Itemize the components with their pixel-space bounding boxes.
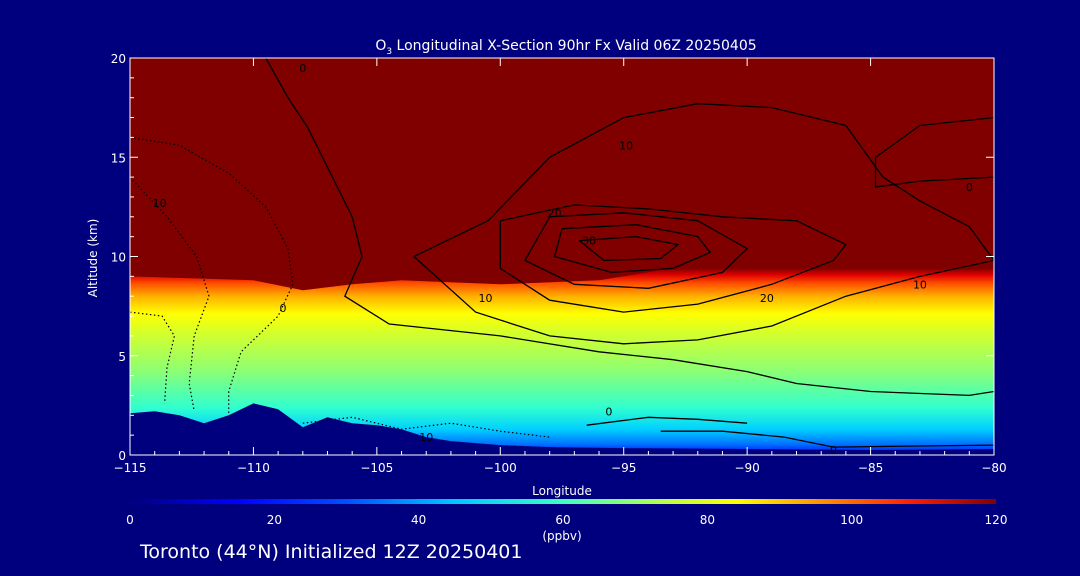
contour-dotted-11	[130, 311, 176, 404]
contour-lines	[130, 58, 994, 448]
contour-label-5: 20	[548, 207, 562, 220]
colorbar-tick-label-5: 100	[840, 513, 863, 527]
footer-info: Toronto (44°N) Initialized 12Z 20250401	[140, 541, 523, 563]
contour-label-9: 0	[605, 405, 612, 418]
x-tick-label-4: −95	[611, 461, 636, 475]
x-axis-label: Longitude	[532, 484, 592, 498]
contour-label-8: 10	[913, 278, 927, 291]
contour-solid-1	[660, 430, 994, 448]
contour-solid-5	[499, 204, 847, 313]
colorbar-tick-label-2: 40	[411, 513, 426, 527]
colorbar-tick-label-0: 0	[126, 513, 134, 527]
contour-solid-7	[553, 224, 712, 274]
x-tick-label-6: −85	[858, 461, 883, 475]
x-tick-label-5: −90	[734, 461, 759, 475]
x-tick-label-3: −100	[484, 461, 517, 475]
contour-label-12: 0	[966, 181, 973, 194]
contour-dotted-12	[302, 416, 550, 438]
colorbar-unit-label: (ppbv)	[542, 529, 581, 543]
contour-label-10: 0	[830, 444, 837, 457]
y-tick-label-4: 20	[111, 52, 126, 66]
y-tick-label-0: 0	[118, 449, 126, 463]
contour-labels: 0 10 0 10 10 20 30 20 10 0 0 10 0	[153, 62, 973, 457]
contour-label-7: 20	[760, 292, 774, 305]
colorbar-tick-label-1: 20	[267, 513, 282, 527]
contour-label-0: 0	[299, 62, 306, 75]
x-tick-label-2: −105	[360, 461, 393, 475]
contour-solid-3	[874, 116, 994, 188]
colorbar-tick-label-4: 80	[700, 513, 715, 527]
contour-label-6: 30	[582, 235, 596, 248]
x-tick-label-7: −80	[981, 461, 1006, 475]
contour-solid-4	[413, 103, 994, 345]
chart-title: O3 Longitudinal X-Section 90hr Fx Valid …	[375, 38, 756, 57]
x-tick-label-1: −110	[237, 461, 270, 475]
contour-solid-8	[578, 235, 680, 262]
contour-label-1: 10	[153, 197, 167, 210]
x-tick-label-0: −115	[114, 461, 147, 475]
contour-solid-2	[586, 416, 748, 426]
terrain-fill	[130, 403, 994, 455]
contour-solid-6	[524, 212, 749, 289]
colorbar-ticks: 0 20 40 60 80 100 120	[126, 513, 1007, 527]
contour-label-2: 0	[280, 302, 287, 315]
contour-solid-0	[265, 58, 994, 397]
y-tick-label-2: 10	[111, 251, 126, 265]
plot-area: 0 10 0 10 10 20 30 20 10 0 0 10 0	[130, 58, 994, 457]
contour-label-4: 10	[619, 139, 633, 152]
contour-label-3: 10	[478, 292, 492, 305]
axes: −115 −110 −105 −100 −95 −90 −85 −80 0 5 10 15 20	[111, 52, 1007, 475]
colorbar-tick-label-6: 120	[985, 513, 1008, 527]
colorbar-tick-label-3: 60	[555, 513, 570, 527]
contour-dotted-10	[130, 176, 210, 412]
colorbar	[130, 499, 996, 504]
y-tick-label-1: 5	[118, 350, 126, 364]
y-axis-label: Altitude (km)	[86, 219, 100, 298]
contour-label-11: 10	[419, 431, 433, 444]
y-tick-label-3: 15	[111, 151, 126, 165]
